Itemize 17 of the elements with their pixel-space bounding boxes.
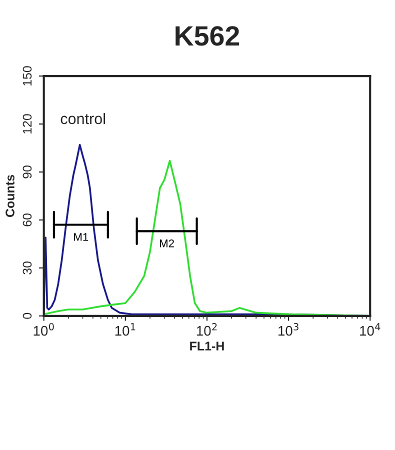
y-tick-label: 90 (22, 166, 32, 178)
x-tick-label: 10$^{1}$ (115, 323, 136, 336)
y-tick-label: 120 (22, 114, 32, 134)
annotation: control (60, 112, 105, 124)
x-tick-label: 10$^{4}$ (360, 323, 380, 336)
chart-title: K562 (176, 26, 240, 46)
x-tick-label: 10$^{2}$ (196, 323, 217, 336)
series-label: M2 (160, 239, 174, 248)
y-tick-label: 0 (22, 312, 32, 319)
y-axis-title: Counts (6, 174, 14, 217)
series-label: M1 (74, 233, 88, 241)
y-tick-label: 60 (22, 213, 32, 226)
x-tick-label: 10$^{0}$ (34, 323, 54, 336)
x-axis-title: FL1-H (190, 342, 224, 350)
y-tick-label: 30 (22, 261, 32, 274)
x-tick-label: 10$^{3}$ (278, 323, 298, 336)
y-tick-label: 150 (22, 66, 32, 86)
